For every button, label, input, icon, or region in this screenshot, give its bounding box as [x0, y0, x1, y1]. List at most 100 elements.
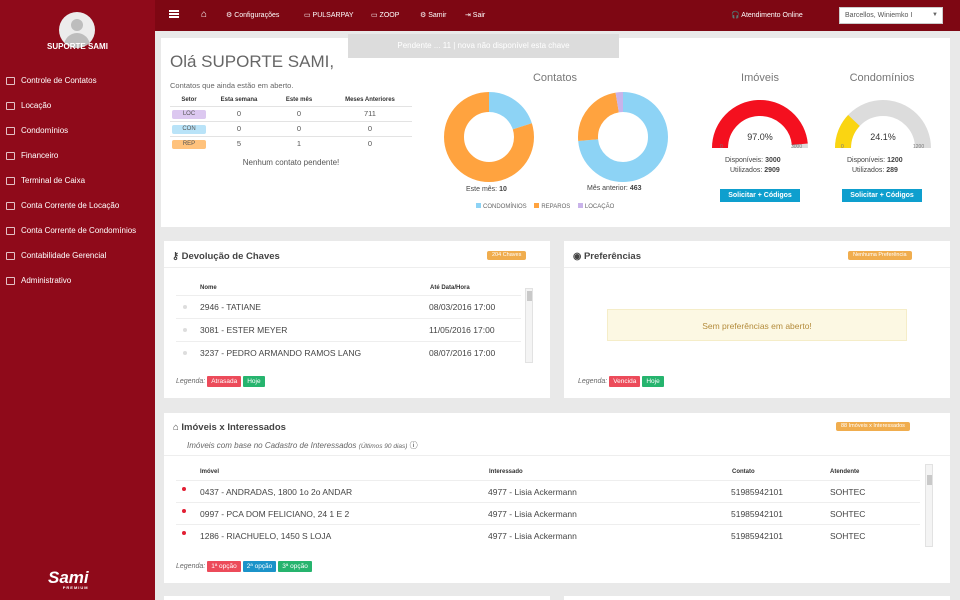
- donut-slice-locação[interactable]: [578, 92, 668, 182]
- sidebar-item-label: Terminal de Caixa: [21, 176, 86, 185]
- table-row[interactable]: 2946 - TATIANE 08/03/2016 17:00: [176, 295, 521, 317]
- hamburger-menu-icon[interactable]: [169, 10, 179, 18]
- column-header: Imóvel: [200, 469, 220, 475]
- notification-toast[interactable]: Pendente ... 11 | nova não disponível es…: [348, 34, 619, 58]
- condominios-request-codes-button[interactable]: Solicitar + Códigos: [842, 189, 922, 202]
- sidebar-item-label: Financeiro: [21, 151, 59, 160]
- table-cell: 0: [208, 105, 270, 121]
- table-row[interactable]: 1286 - RIACHUELO, 1450 S LOJA 4977 - Lis…: [176, 524, 920, 546]
- nav-atendimento-online[interactable]: 🎧 Atendimento Online: [731, 12, 803, 19]
- sector-badge: LOC: [172, 110, 206, 119]
- info-icon[interactable]: ⓘ: [409, 441, 418, 450]
- branch-select[interactable]: Barcellos, Winiemko I ▼: [839, 7, 943, 24]
- legend-tag-late: Atrasada: [207, 376, 242, 387]
- status-dot: [183, 305, 187, 309]
- column-header: Interessado: [489, 469, 523, 475]
- properties-interested-badge: 88 Imóveis x Interessados: [836, 422, 910, 431]
- column-header: Nome: [200, 285, 217, 291]
- table-row[interactable]: 3237 - PEDRO ARMANDO RAMOS LANG 08/07/20…: [176, 341, 521, 363]
- legend-tag-today: Hoje: [642, 376, 664, 387]
- nav-configuracoes[interactable]: ⚙ Configurações: [226, 12, 280, 19]
- table-cell: 1: [270, 135, 328, 151]
- column-header: Atendente: [830, 469, 860, 475]
- nav-pulsarpay[interactable]: ▭ PULSARPAY: [304, 12, 354, 19]
- donut-slice-reparos[interactable]: [578, 92, 668, 182]
- no-pending-message: Nenhum contato pendente!: [242, 158, 340, 167]
- sidebar-item[interactable]: Condomínios: [0, 118, 155, 143]
- table-cell: 711: [328, 105, 412, 121]
- nav-zoop[interactable]: ▭ ZOOP: [371, 12, 400, 19]
- avatar[interactable]: [59, 12, 95, 48]
- interested-cell: 4977 - Lisia Ackermann: [488, 531, 577, 541]
- agent-cell: SOHTEC: [830, 487, 866, 497]
- sidebar-item-label: Administrativo: [21, 276, 72, 285]
- last-month-caption: Mês anterior: 463: [587, 185, 642, 192]
- imoveis-request-codes-button[interactable]: Solicitar + Códigos: [720, 189, 800, 202]
- column-header: Setor: [181, 97, 197, 104]
- properties-list-scrollbar[interactable]: [925, 464, 933, 547]
- card-icon: [6, 201, 15, 210]
- key-date: 11/05/2016 17:00: [429, 325, 495, 335]
- key-date: 08/03/2016 17:00: [429, 302, 496, 312]
- gauge-min-label: 0: [841, 144, 844, 150]
- legend-tag-first-option: 1ª opção: [207, 561, 241, 572]
- column-header: Até Data/Hora: [430, 285, 470, 291]
- sidebar-item[interactable]: Conta Corrente de Condomínios: [0, 218, 155, 243]
- table-row[interactable]: 0437 - ANDRADAS, 1800 1o 2o ANDAR 4977 -…: [176, 480, 920, 502]
- key-return-title: ⚷ Devolução de Chaves: [172, 251, 280, 262]
- column-header: Meses Anteriores: [345, 97, 395, 104]
- user-circle-icon: ◉: [573, 251, 582, 262]
- key-name: 2946 - TATIANE: [200, 302, 261, 312]
- bottom-panel-right: [564, 596, 950, 600]
- preferences-legend: Legenda: Vencida Hoje: [578, 376, 664, 387]
- sector-badge: CON: [172, 125, 206, 134]
- table-cell: 5: [208, 135, 270, 151]
- gauge-max-label: 1200: [913, 144, 925, 150]
- status-dot: [182, 531, 186, 535]
- contacts-table: Setor Esta semana Este mês Meses Anterio…: [170, 95, 412, 151]
- legend-tag-expired: Vencida: [609, 376, 641, 387]
- table-row[interactable]: 0997 - PCA DOM FELICIANO, 24 1 E 2 4977 …: [176, 502, 920, 524]
- column-header: Este mês: [285, 97, 313, 104]
- legend-item: LOCAÇÃO: [584, 204, 615, 210]
- sidebar-item[interactable]: Terminal de Caixa: [0, 168, 155, 193]
- calculator-icon: [6, 251, 15, 260]
- sidebar-item[interactable]: Contabilidade Gerencial: [0, 243, 155, 268]
- sidebar-item[interactable]: Administrativo: [0, 268, 155, 293]
- key-date: 08/07/2016 17:00: [429, 348, 496, 358]
- sidebar-item[interactable]: Conta Corrente de Locação: [0, 193, 155, 218]
- properties-interested-panel: [164, 413, 950, 583]
- legend-tag-third-option: 3ª opção: [278, 561, 312, 572]
- table-cell: 0: [270, 120, 328, 136]
- table-row[interactable]: REP 5 1 0: [170, 135, 412, 151]
- key-list-scrollbar[interactable]: [525, 288, 533, 363]
- legend-swatch: [476, 203, 481, 208]
- property-cell: 0437 - ANDRADAS, 1800 1o 2o ANDAR: [200, 487, 353, 497]
- table-row[interactable]: LOC 0 0 711: [170, 105, 412, 121]
- donut-slice-reparos[interactable]: [444, 92, 534, 182]
- sidebar-item[interactable]: Locação: [0, 93, 155, 118]
- key-name: 3081 - ESTER MEYER: [200, 325, 288, 335]
- nav-samir[interactable]: ⚙ Samir: [420, 12, 447, 19]
- status-dot: [183, 351, 187, 355]
- sidebar-item[interactable]: Controle de Contatos: [0, 68, 155, 93]
- condominios-disponiveis: Disponíveis: 1200: [847, 157, 903, 164]
- sidebar-item[interactable]: Financeiro: [0, 143, 155, 168]
- legend-swatch: [534, 203, 540, 208]
- status-dot: [183, 328, 187, 332]
- column-header: Contato: [732, 469, 755, 475]
- table-row[interactable]: 3081 - ESTER MEYER 11/05/2016 17:00: [176, 318, 521, 340]
- home-icon[interactable]: ⌂: [201, 9, 208, 20]
- key-legend: Legenda: Atrasada Hoje: [176, 376, 265, 387]
- nav-sair[interactable]: ⇥ Sair: [465, 12, 486, 19]
- legend-item: REPAROS: [541, 204, 571, 210]
- table-row[interactable]: CON 0 0 0: [170, 120, 412, 136]
- key-name: 3237 - PEDRO ARMANDO RAMOS LANG: [200, 348, 362, 358]
- no-preferences-message: Sem preferências em aberto!: [607, 309, 907, 341]
- contact-cell: 51985942101: [731, 487, 784, 497]
- interested-cell: 4977 - Lisia Ackermann: [488, 509, 577, 519]
- contact-cell: 51985942101: [731, 509, 784, 519]
- gauge-percent-label: 24.1%: [870, 132, 896, 142]
- table-cell: 0: [270, 105, 328, 121]
- gauge-fill: [712, 100, 808, 149]
